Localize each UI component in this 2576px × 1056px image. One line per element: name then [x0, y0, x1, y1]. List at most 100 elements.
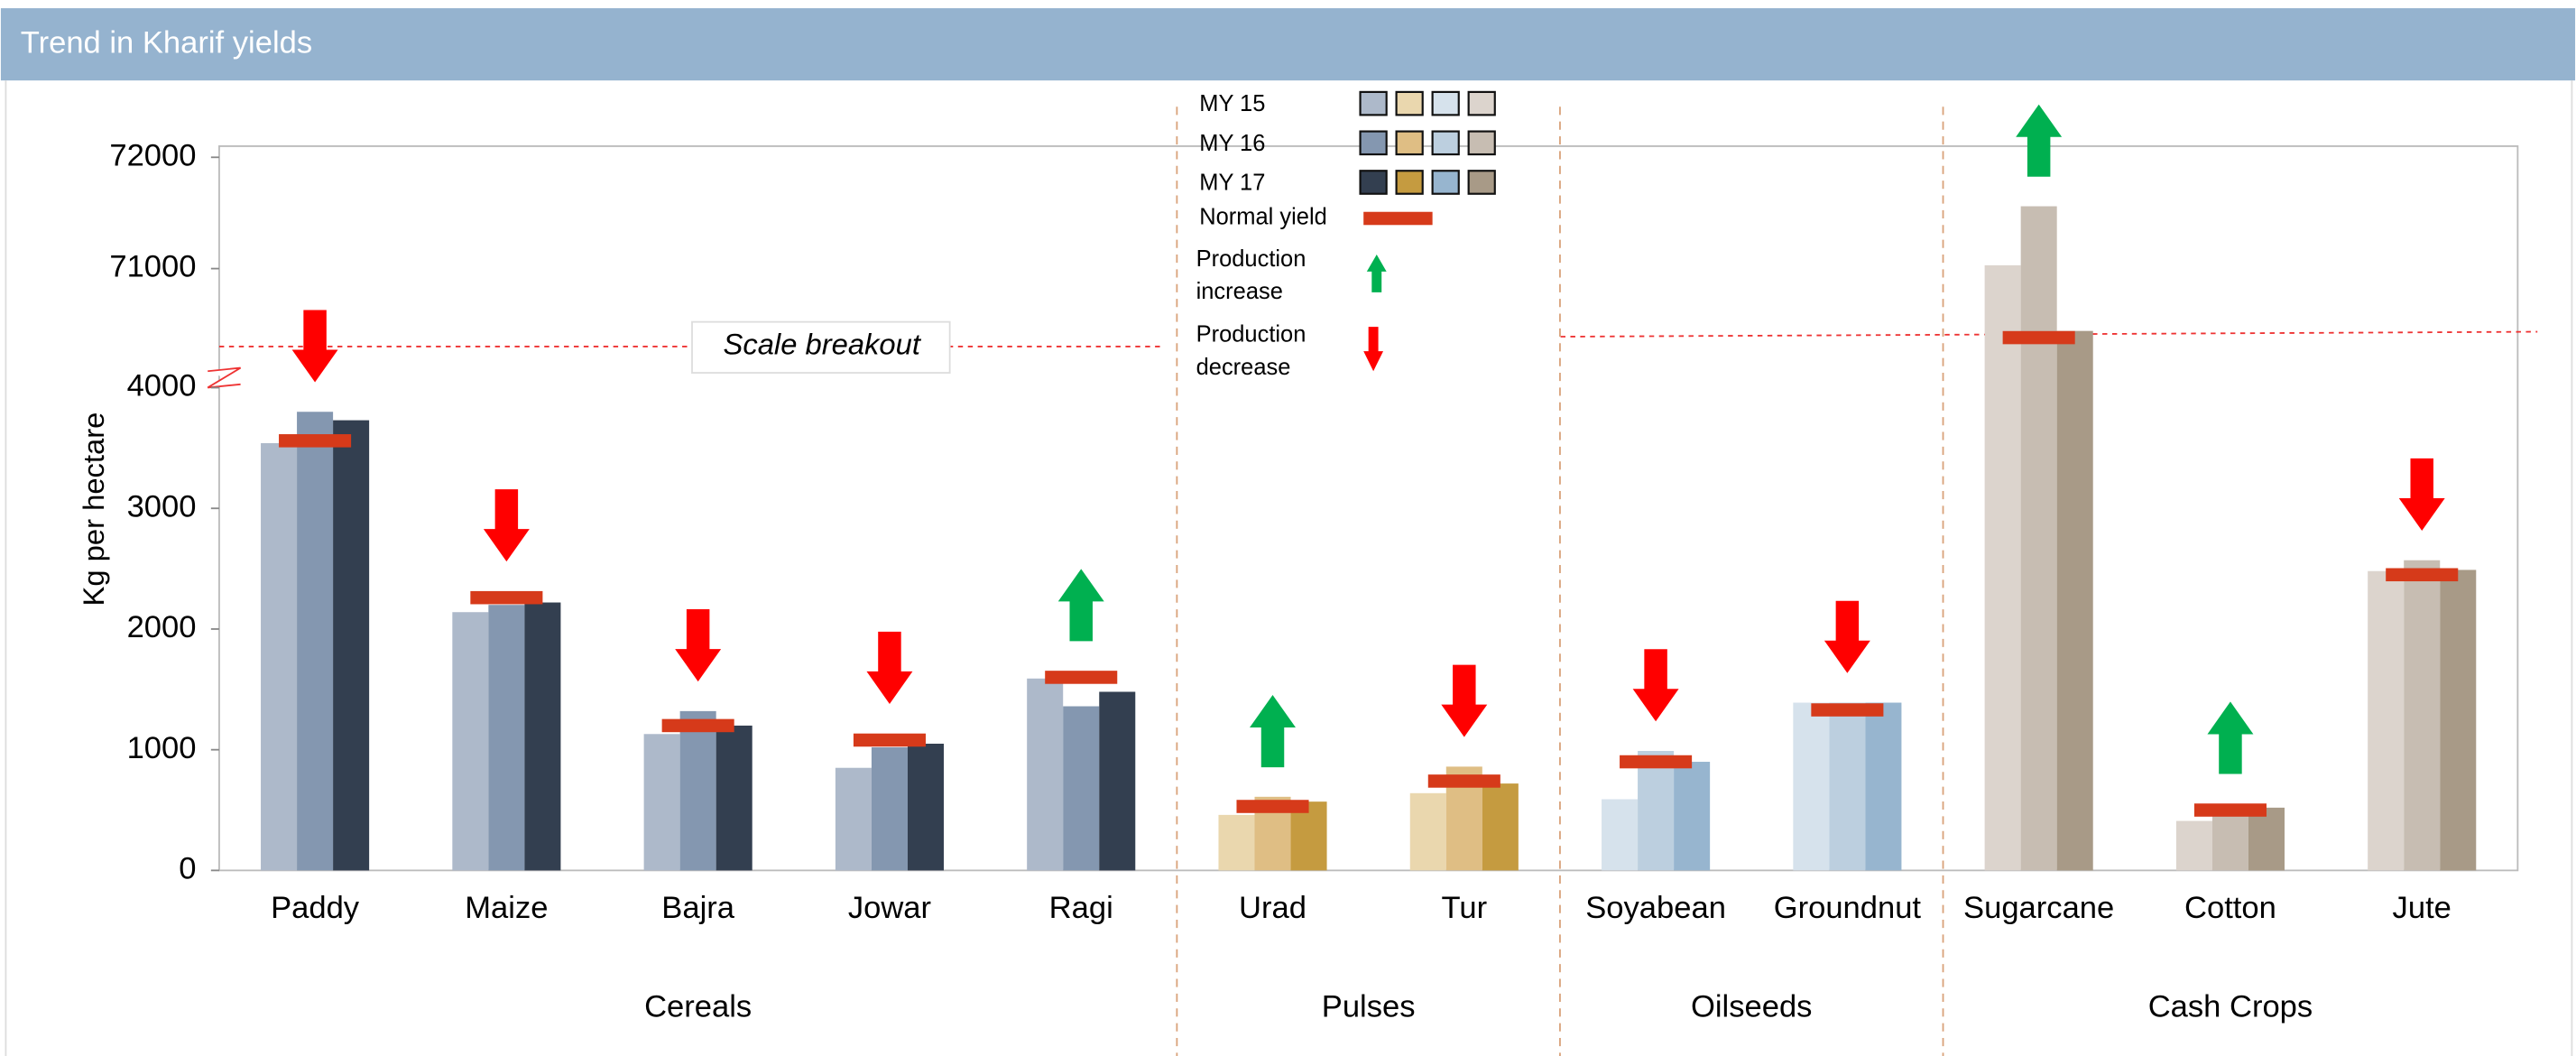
trend-arrow	[1057, 569, 1104, 642]
x-tick-label: Paddy	[271, 891, 360, 925]
group-label: Cash Crops	[2148, 989, 2313, 1024]
bar	[1409, 792, 1446, 871]
x-tick-label: Soyabean	[1585, 891, 1726, 925]
bar	[2211, 816, 2248, 871]
y-tick-label: 3000	[127, 489, 197, 523]
trend-arrow	[2398, 458, 2445, 531]
bar	[643, 734, 680, 871]
bar	[524, 602, 561, 871]
legend-increase-text: Production increase	[1196, 245, 1306, 304]
legend-label: MY 16	[1199, 131, 1265, 156]
bar	[333, 420, 370, 871]
normal-yield-marker	[279, 434, 352, 448]
bar	[1984, 264, 2021, 871]
header-bar	[0, 8, 2576, 81]
bar	[1674, 762, 1711, 871]
x-tick-label: Ragi	[1049, 891, 1113, 925]
bar	[679, 710, 716, 871]
normal-yield-marker	[1427, 774, 1500, 788]
normal-yield-marker	[2386, 568, 2459, 582]
legend-swatch	[1395, 130, 1424, 156]
legend-swatch	[1431, 90, 1460, 116]
trend-arrow	[675, 609, 722, 682]
group-label: Oilseeds	[1691, 989, 1812, 1024]
legend-swatch	[1431, 170, 1460, 195]
bar	[1063, 706, 1100, 871]
legend-label: MY 15	[1199, 91, 1265, 116]
y-tick-label: 4000	[127, 369, 197, 403]
chart-title: Trend in Kharif yields	[21, 25, 312, 60]
normal-yield-marker	[661, 718, 734, 733]
bar	[261, 443, 298, 871]
legend-increase: Production increase	[1196, 245, 1306, 304]
legend-decrease-text: Production decrease	[1196, 320, 1306, 380]
x-tick-label: Tur	[1442, 891, 1488, 925]
y-tick-label: 71000	[109, 250, 196, 284]
bar	[2248, 807, 2285, 871]
x-tick-label: Urad	[1239, 891, 1306, 925]
bar	[1290, 801, 1327, 871]
axis-break	[207, 366, 242, 389]
bar	[2020, 206, 2057, 871]
bar	[2175, 820, 2212, 871]
bar	[1829, 702, 1866, 871]
legend-swatch	[1395, 170, 1424, 195]
x-tick-label: Bajra	[661, 891, 734, 925]
bar	[716, 725, 752, 871]
bar	[1027, 678, 1064, 871]
legend-swatch	[1467, 130, 1496, 156]
trend-arrow	[866, 631, 913, 704]
bar	[1638, 751, 1675, 871]
y-tick-label: 72000	[109, 138, 196, 172]
legend-swatch	[1431, 130, 1460, 156]
normal-yield-marker	[1236, 800, 1309, 813]
trend-arrow	[2207, 701, 2254, 774]
y-tick-label: 1000	[127, 731, 197, 765]
trend-arrow	[1632, 649, 1679, 722]
bar	[1099, 691, 1136, 871]
normal-yield-marker	[470, 590, 543, 605]
legend-swatch	[1359, 130, 1388, 156]
bar	[907, 743, 944, 871]
legend-label: Normal yield	[1199, 205, 1327, 230]
bar	[2056, 330, 2093, 871]
x-tick-label: Jute	[2393, 891, 2451, 925]
break-label-box	[691, 320, 951, 374]
legend-normal	[1363, 211, 1433, 226]
bar	[452, 612, 489, 871]
bar	[2440, 570, 2477, 871]
normal-yield-marker	[1811, 703, 1884, 717]
bar	[1482, 783, 1519, 871]
normal-yield-marker	[1620, 755, 1693, 769]
bar	[1218, 814, 1255, 871]
bar	[1865, 702, 1902, 871]
x-tick-label: Maize	[465, 891, 548, 925]
bar	[835, 767, 872, 871]
bar	[2404, 560, 2441, 871]
legend-swatch	[1467, 170, 1496, 195]
y-tick-label: 0	[179, 852, 196, 886]
bar	[2368, 570, 2405, 871]
normal-yield-marker	[1045, 671, 1118, 684]
normal-yield-marker	[853, 733, 926, 747]
trend-arrow	[2016, 104, 2063, 177]
group-label: Cereals	[644, 989, 752, 1024]
x-tick-label: Jowar	[848, 891, 931, 925]
y-axis-label: Kg per hectare	[77, 412, 110, 607]
bar	[871, 746, 908, 871]
x-tick-label: Groundnut	[1774, 891, 1922, 925]
legend-arrow-down	[1363, 327, 1384, 372]
normal-yield-marker	[2193, 803, 2267, 817]
plot-frame	[218, 145, 2519, 872]
bar	[1793, 702, 1830, 871]
legend-swatch	[1395, 90, 1424, 116]
trend-arrow	[1250, 695, 1296, 768]
y-tick-label: 2000	[127, 610, 197, 644]
trend-arrow	[1441, 664, 1488, 737]
normal-yield-marker	[2002, 330, 2075, 345]
legend-swatch	[1359, 90, 1388, 116]
break-label: Scale breakout	[723, 328, 921, 361]
bar	[297, 412, 334, 871]
